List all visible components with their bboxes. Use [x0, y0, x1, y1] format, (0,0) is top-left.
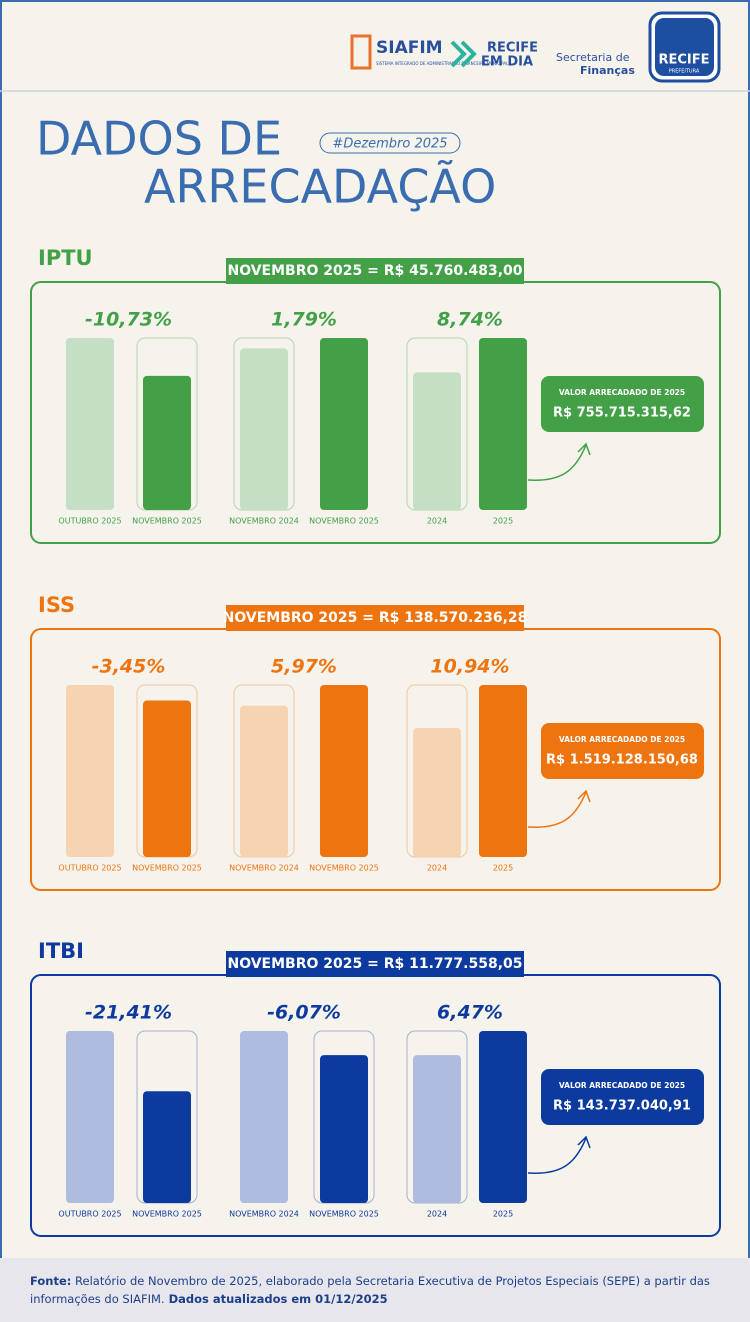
bar-label: 2024	[427, 1210, 447, 1219]
date-tag	[319, 132, 461, 154]
recife-em-dia-logo: EM DIA	[481, 55, 533, 70]
section-name: ISS	[38, 593, 75, 617]
change-label: 1,79%	[271, 309, 337, 331]
bar-label: NOVEMBRO 2025	[132, 864, 202, 873]
banner-text: NOVEMBRO 2025 = R$ 45.760.483,00	[227, 263, 522, 279]
siafim-logo: SIAFIM	[376, 38, 443, 58]
bar-label: 2024	[427, 517, 447, 526]
recife-em-dia-logo: RECIFE	[487, 41, 538, 56]
bar	[320, 1055, 368, 1203]
total-value: R$ 755.715.315,62	[553, 406, 691, 421]
total-label: VALOR ARRECADADO DE 2025	[559, 388, 685, 397]
section-name: ITBI	[38, 939, 84, 963]
change-label: -21,41%	[85, 1002, 172, 1024]
bar	[66, 338, 114, 510]
bar-label: OUTUBRO 2025	[58, 1210, 121, 1219]
bar-label: NOVEMBRO 2025	[132, 1210, 202, 1219]
total-label: VALOR ARRECADADO DE 2025	[559, 735, 685, 744]
total-label: VALOR ARRECADADO DE 2025	[559, 1081, 685, 1090]
bar	[413, 372, 461, 510]
total-value: R$ 143.737.040,91	[553, 1099, 691, 1114]
bar-label: 2024	[427, 864, 447, 873]
banner-text: NOVEMBRO 2025 = R$ 11.777.558,05	[227, 956, 522, 972]
arrow	[527, 442, 591, 481]
bar	[320, 338, 368, 510]
title: ARRECADAÇÃO	[144, 160, 496, 214]
siafim-icon	[350, 34, 372, 70]
banner	[226, 951, 524, 977]
bar	[240, 1031, 288, 1203]
bar-label: NOVEMBRO 2024	[229, 517, 299, 526]
date-tag-text: #Dezembro 2025	[332, 137, 447, 152]
bar	[413, 728, 461, 857]
title: DADOS DE	[36, 112, 282, 166]
change-label: 8,74%	[437, 309, 503, 331]
total-box	[541, 1069, 704, 1125]
banner	[226, 605, 524, 631]
footer-updated: Dados atualizados em 01/12/2025	[164, 1292, 388, 1306]
bar	[143, 700, 191, 857]
bar	[479, 685, 527, 857]
change-label: 6,47%	[437, 1002, 503, 1024]
bar-label: NOVEMBRO 2024	[229, 1210, 299, 1219]
change-label: 10,94%	[430, 656, 509, 678]
total-value: R$ 1.519.128.150,68	[546, 753, 698, 768]
footer: Fonte: Relatório de Novembro de 2025, el…	[0, 1258, 750, 1322]
bar	[479, 1031, 527, 1203]
banner-text: NOVEMBRO 2025 = R$ 138.570.236,28	[223, 610, 528, 626]
bar	[240, 705, 288, 857]
bar-label: OUTUBRO 2025	[58, 864, 121, 873]
bar-label: 2025	[493, 517, 513, 526]
bar	[66, 685, 114, 857]
total-box	[541, 723, 704, 779]
prefeitura-logo-text: RECIFE	[658, 53, 709, 68]
footer-label: Fonte:	[30, 1274, 72, 1288]
bar	[413, 1055, 461, 1203]
recife-em-dia-icon	[450, 40, 477, 68]
bar-label: NOVEMBRO 2025	[309, 517, 379, 526]
change-label: 5,97%	[271, 656, 337, 678]
banner	[226, 258, 524, 284]
bar	[143, 375, 191, 510]
bar	[240, 348, 288, 510]
bar-label: NOVEMBRO 2025	[309, 864, 379, 873]
total-box	[541, 376, 704, 432]
bar	[143, 1091, 191, 1203]
bar-label: NOVEMBRO 2025	[309, 1210, 379, 1219]
secretaria-logo: Finanças	[580, 64, 635, 77]
bar-label: 2025	[493, 864, 513, 873]
secretaria-logo: Secretaria de	[556, 51, 630, 64]
section-name: IPTU	[38, 246, 93, 270]
change-label: -3,45%	[92, 656, 166, 678]
arrow	[527, 789, 591, 828]
footer-text: Relatório de Novembro de 2025, elaborado…	[30, 1274, 710, 1306]
siafim-subtitle: SISTEMA INTEGRADO DE ADMINISTRAÇÃO FINAN…	[376, 61, 509, 66]
bar	[320, 685, 368, 857]
change-label: -6,07%	[267, 1002, 341, 1024]
prefeitura-logo-sub: PREFEITURA	[669, 69, 700, 75]
bar-label: OUTUBRO 2025	[58, 517, 121, 526]
bar-label: NOVEMBRO 2025	[132, 517, 202, 526]
change-label: -10,73%	[85, 309, 172, 331]
bar	[66, 1031, 114, 1203]
arrow	[527, 1135, 591, 1174]
bar-label: 2025	[493, 1210, 513, 1219]
bar	[479, 338, 527, 510]
bar-label: NOVEMBRO 2024	[229, 864, 299, 873]
prefeitura-logo-inner	[655, 18, 714, 76]
